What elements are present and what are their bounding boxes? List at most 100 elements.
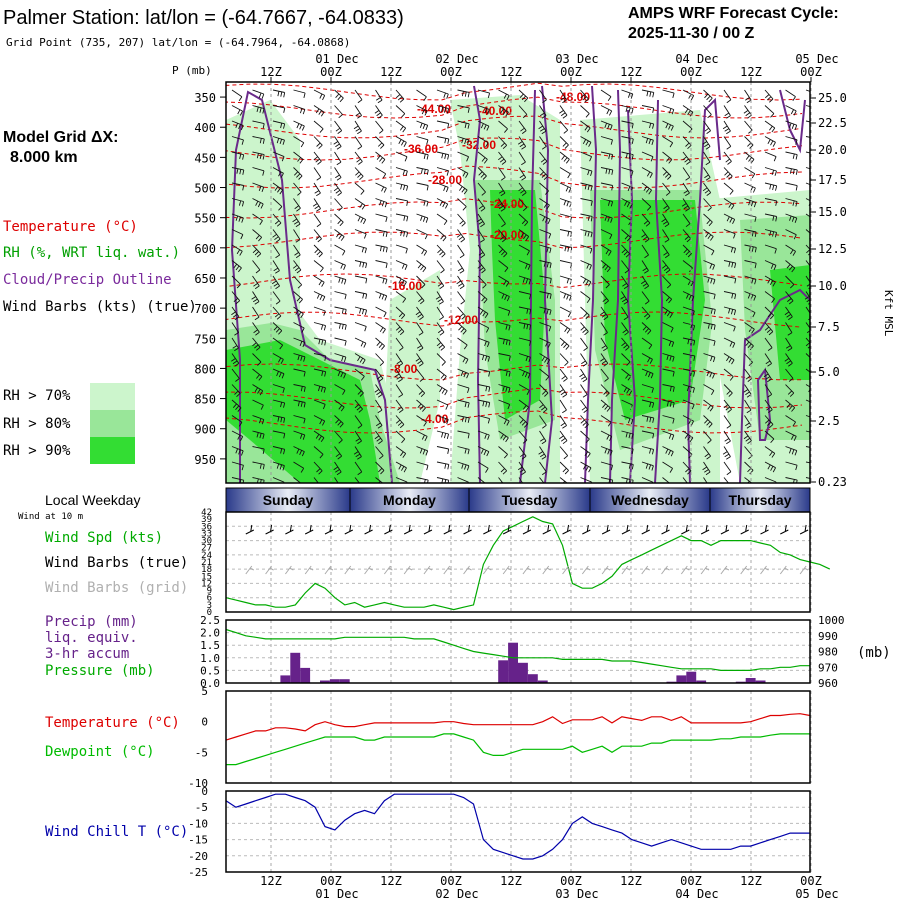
wind-barb [662,337,675,348]
wind-barb [375,151,386,164]
wind-barb [395,244,408,254]
wind-barb [641,105,655,113]
wind-barb [539,229,552,239]
wind-barb [415,353,424,367]
wind-barb [662,105,675,115]
wind-barb [457,368,470,379]
wind-barb [498,105,509,117]
wind-barb [375,306,387,318]
wind-barb [518,384,530,396]
wind-barb [293,120,305,131]
wind-barb [457,399,470,408]
surface-wind-barb-true [403,524,413,535]
wind-barb [580,136,592,147]
wind-barb [252,198,264,209]
wind-barb [457,151,470,162]
wind-barb [313,430,325,443]
pressure-y-tick-label: 990 [818,630,838,643]
surface-wind-barb-true [384,524,393,535]
temperature-contour-label: -4.00 [421,412,449,426]
wind-barb [374,384,383,398]
wind-barb [436,182,449,193]
wind-barb [682,353,696,361]
precip-accum-label: 3-hr accum [45,646,129,662]
wind-y-tick-label: 30 [201,537,212,547]
wind-barb [723,244,737,254]
wind-barb [621,89,634,99]
wind-barb [641,337,653,350]
wind-barb [436,151,450,160]
plot-background [226,691,810,783]
wind-barb [293,415,306,424]
wind-barb [354,260,368,269]
wind-barb [477,120,490,131]
wind-barb [312,198,321,212]
wind-barb [293,399,306,408]
wind-barb [764,120,776,133]
wind-barb [580,213,593,222]
wind-barb [539,461,547,476]
precip-bar [696,680,707,683]
wind-barb [252,461,265,470]
wind-barb [272,136,285,145]
wind-barb [785,415,796,427]
cross-section-panel: -48.00-44.00 -40.00-36.00 -32.00-28.00-24.… [194,81,847,489]
top-hour-label: 12Z [260,65,282,79]
surface-wind-barb-true [562,524,571,535]
wind-barb [231,89,243,102]
wind-barb [395,415,405,429]
wind-barb [477,291,488,304]
wind-barb [477,430,490,440]
wind-barb [416,430,428,442]
surface-wind-barb-true [324,524,334,535]
wind-barb [252,229,263,242]
precip-label: Precip (mm) [45,614,138,630]
temperature-contour-label: -32.00 [462,138,496,152]
wind-barb [334,89,344,103]
wind-barb [457,105,470,113]
wind-barb [313,384,326,393]
wind-barb [231,461,244,471]
wind-barb [518,322,532,330]
surface-wind-barb-true [463,524,472,535]
wind-barb [703,337,716,346]
bottom-date-label: 05 Dec [795,887,838,900]
wind-barb [723,151,732,165]
wind-barb [539,167,549,181]
wind-barb [354,461,363,476]
wind-barb [764,275,776,287]
temperature-contour-label: -12.00 [444,313,478,327]
pressure-tick-label: 750 [194,332,216,346]
precip-bar [498,660,509,683]
wind-barb [539,182,549,195]
wind-barb [580,430,590,444]
surface-wind-barb-grid [740,565,749,575]
bottom-hour-label: 00Z [680,874,702,888]
wind-barb [353,120,362,135]
wind-barb [313,415,326,426]
wind-barb [498,229,507,243]
wind-barb [272,384,285,394]
wind-barb [662,167,672,180]
wind-barb [293,306,304,319]
wind-barb [293,384,306,392]
wind-chill-y-tick-label: 0 [201,785,208,798]
wind-barb [621,105,634,114]
wind-barb [580,353,588,367]
wind-barb [702,182,712,196]
surface-wind-barb-grid [482,565,492,575]
wind-barb [600,120,613,131]
wind-barb [293,291,303,304]
pressure-label: Pressure (mb) [45,663,155,679]
wind-barb [662,182,671,196]
precip-bar [518,662,528,683]
wind-barb [498,213,506,228]
wind-barb [272,182,284,195]
wind-barb [703,322,716,330]
legend-cloud-outline: Cloud/Precip Outline [3,272,172,288]
wind-barb [579,368,588,383]
surface-wind-barb-grid [700,565,710,575]
wind-speed-label: Wind Spd (kts) [45,530,163,546]
wind-barb [457,430,470,439]
